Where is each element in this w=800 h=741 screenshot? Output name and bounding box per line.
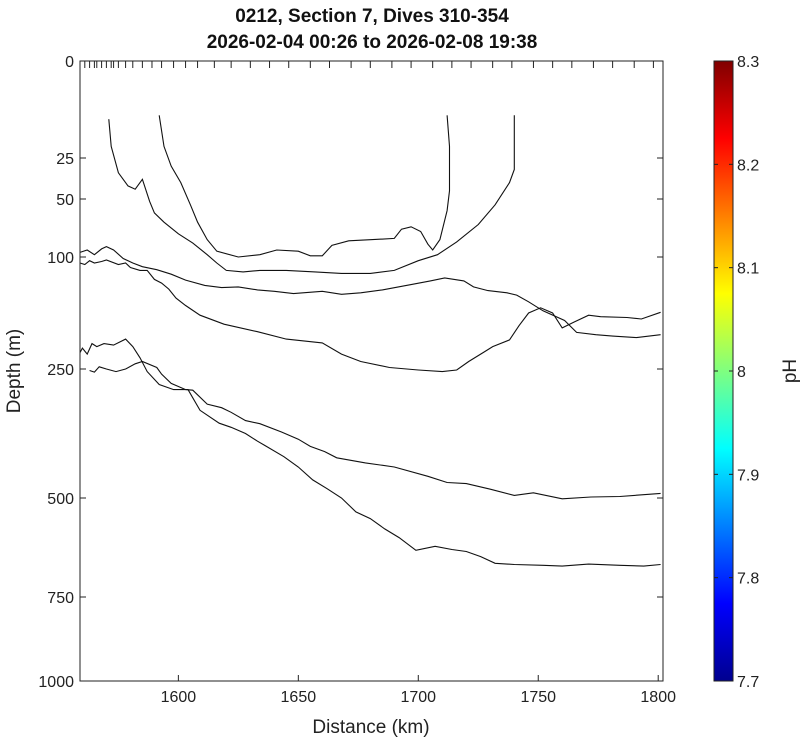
colorbar-tick-label-1: 7.7	[737, 674, 759, 691]
plot-area	[80, 61, 663, 681]
dive-marker-ticks	[84, 61, 654, 68]
contour-lines	[79, 115, 661, 567]
chart-title: 0212, Section 7, Dives 310-354	[235, 6, 509, 27]
x-tick-label-5: 1800	[640, 689, 676, 706]
x-tick-label-1: 1600	[161, 689, 197, 706]
y-tick-label-3: 50	[56, 192, 74, 209]
contour-line-1	[108, 115, 515, 274]
y-tick-label-4: 100	[47, 250, 74, 267]
x-tick-label-4: 1750	[520, 689, 556, 706]
colorbar-label: pH	[780, 359, 800, 383]
x-axis-label: Distance (km)	[312, 717, 429, 738]
colorbar-tick-label-5: 8.1	[737, 261, 759, 278]
contour-line-5	[89, 360, 661, 500]
contour-line-4	[79, 259, 661, 373]
y-axis-label: Depth (m)	[4, 329, 25, 413]
y-axis-ticks: 0 25 50 100 250 500 750 1000	[38, 54, 663, 691]
contour-line-2	[158, 115, 451, 258]
x-tick-label-2: 1650	[281, 689, 317, 706]
colorbar-tick-label-7: 8.3	[737, 54, 759, 71]
x-axis-ticks: 1600 1650 1700 1750 1800	[161, 675, 676, 706]
colorbar-tick-label-6: 8.2	[737, 157, 759, 174]
y-tick-label-5: 250	[47, 362, 74, 379]
y-tick-label-6: 500	[47, 491, 74, 508]
y-tick-label-7: 750	[47, 590, 74, 607]
contour-line-3	[79, 245, 661, 339]
contour-line-6	[79, 338, 661, 567]
x-tick-label-3: 1700	[400, 689, 436, 706]
y-tick-label-1: 0	[65, 54, 74, 71]
y-tick-label-8: 1000	[38, 674, 74, 691]
colorbar-tick-label-3: 7.9	[737, 467, 759, 484]
colorbar-tick-label-4: 8	[737, 364, 746, 381]
chart-subtitle: 2026-02-04 00:26 to 2026-02-08 19:38	[207, 32, 538, 53]
plot-frame	[79, 60, 664, 682]
colorbar-tick-label-2: 7.8	[737, 571, 759, 588]
colorbar-ticks: 7.7 7.8 7.9 8 8.1 8.2 8.3	[714, 54, 759, 691]
y-tick-label-2: 25	[56, 151, 74, 168]
